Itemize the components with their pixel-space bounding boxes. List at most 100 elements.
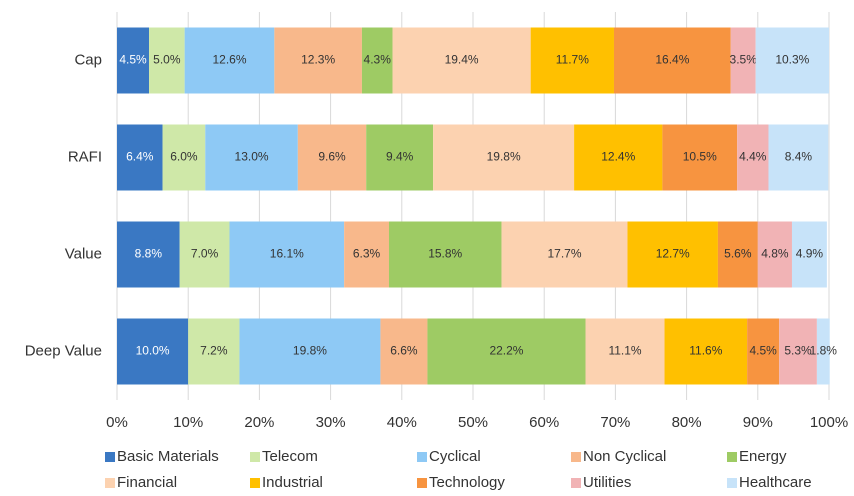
value-label: 8.4%	[785, 150, 813, 164]
bar-segment	[816, 318, 830, 385]
value-label: 12.3%	[301, 53, 335, 67]
value-label: 16.4%	[655, 53, 689, 67]
bar-segment	[757, 221, 792, 288]
value-label: 5.0%	[153, 53, 181, 67]
bar-segment	[662, 124, 738, 191]
value-label: 4.4%	[739, 150, 767, 164]
value-label: 3.5%	[730, 53, 758, 67]
category-label: Deep Value	[25, 342, 102, 359]
value-label: 16.1%	[270, 247, 304, 261]
value-label: 5.6%	[724, 247, 752, 261]
category-label: Value	[65, 245, 102, 262]
legend-swatch	[417, 478, 427, 488]
legend-swatch	[727, 478, 737, 488]
bar-segment	[585, 318, 665, 385]
bar-segment	[755, 27, 829, 94]
bar-segment	[664, 318, 748, 385]
bar-segment	[117, 124, 163, 191]
bar-segment	[297, 124, 367, 191]
x-tick-label: 70%	[600, 414, 630, 431]
value-label: 11.7%	[556, 53, 589, 67]
value-label: 7.0%	[191, 247, 219, 261]
category-label: RAFI	[68, 148, 102, 165]
legend-label: Cyclical	[429, 448, 481, 465]
value-label: 6.0%	[170, 150, 198, 164]
value-label: 10.3%	[775, 53, 809, 67]
value-label: 6.3%	[353, 247, 381, 261]
bar-segment	[117, 221, 180, 288]
bar-segment	[768, 124, 829, 191]
bar-segment	[239, 318, 381, 385]
bar-segment	[344, 221, 389, 288]
bar-segment	[530, 27, 614, 94]
legend-swatch	[571, 452, 581, 462]
bar-segment	[574, 124, 663, 191]
legend-label: Technology	[429, 474, 505, 491]
legend-swatch	[105, 478, 115, 488]
x-tick-label: 10%	[173, 414, 203, 431]
x-tick-label: 80%	[672, 414, 702, 431]
value-label: 9.4%	[386, 150, 414, 164]
legend-label: Telecom	[262, 448, 318, 465]
bar-segment	[205, 124, 298, 191]
value-label: 19.4%	[445, 53, 479, 67]
bar-segment	[229, 221, 345, 288]
bar-segment	[717, 221, 758, 288]
legend-label: Healthcare	[739, 474, 812, 491]
bar-segment	[501, 221, 628, 288]
bar-segment	[737, 124, 769, 191]
bar-segment	[730, 27, 756, 94]
legend-swatch	[571, 478, 581, 488]
bar-segment	[179, 221, 230, 288]
bar-segment	[388, 221, 502, 288]
value-label: 19.8%	[487, 150, 521, 164]
value-label: 4.5%	[749, 344, 777, 358]
value-label: 15.8%	[428, 247, 462, 261]
legend-swatch	[250, 452, 260, 462]
x-tick-label: 20%	[244, 414, 274, 431]
bar-segment	[117, 318, 189, 385]
x-tick-label: 40%	[387, 414, 417, 431]
x-tick-label: 30%	[316, 414, 346, 431]
value-label: 4.8%	[761, 247, 789, 261]
legend-label: Energy	[739, 448, 787, 465]
value-label: 13.0%	[235, 150, 269, 164]
bar-segment	[613, 27, 731, 94]
value-label: 12.6%	[212, 53, 246, 67]
bar-segment	[366, 124, 434, 191]
value-label: 19.8%	[293, 344, 327, 358]
x-tick-label: 50%	[458, 414, 488, 431]
value-label: 12.7%	[656, 247, 690, 261]
value-label: 6.6%	[390, 344, 418, 358]
bar-segment	[361, 27, 393, 94]
value-label: 11.6%	[689, 344, 722, 358]
value-label: 22.2%	[489, 344, 523, 358]
bar-segment	[433, 124, 575, 191]
x-tick-label: 100%	[810, 414, 848, 431]
legend-swatch	[727, 452, 737, 462]
legend-label: Financial	[117, 474, 177, 491]
legend-label: Utilities	[583, 474, 631, 491]
legend-label: Basic Materials	[117, 448, 219, 465]
bar-segment	[427, 318, 586, 385]
bar-segment	[274, 27, 362, 94]
value-label: 5.3%	[784, 344, 812, 358]
value-label: 11.1%	[608, 344, 641, 358]
value-label: 6.4%	[126, 150, 154, 164]
legend-swatch	[250, 478, 260, 488]
value-label: 10.5%	[683, 150, 717, 164]
value-label: 10.0%	[136, 344, 170, 358]
value-label: 9.6%	[318, 150, 346, 164]
bar-segment	[392, 27, 531, 94]
bar-segment	[117, 27, 150, 94]
value-label: 12.4%	[601, 150, 635, 164]
value-label: 7.2%	[200, 344, 228, 358]
value-label: 1.8%	[810, 344, 838, 358]
bar-segment	[184, 27, 275, 94]
bar-segment	[162, 124, 206, 191]
value-label: 4.5%	[119, 53, 147, 67]
legend-swatch	[105, 452, 115, 462]
value-label: 4.9%	[796, 247, 824, 261]
bar-segment	[779, 318, 817, 385]
